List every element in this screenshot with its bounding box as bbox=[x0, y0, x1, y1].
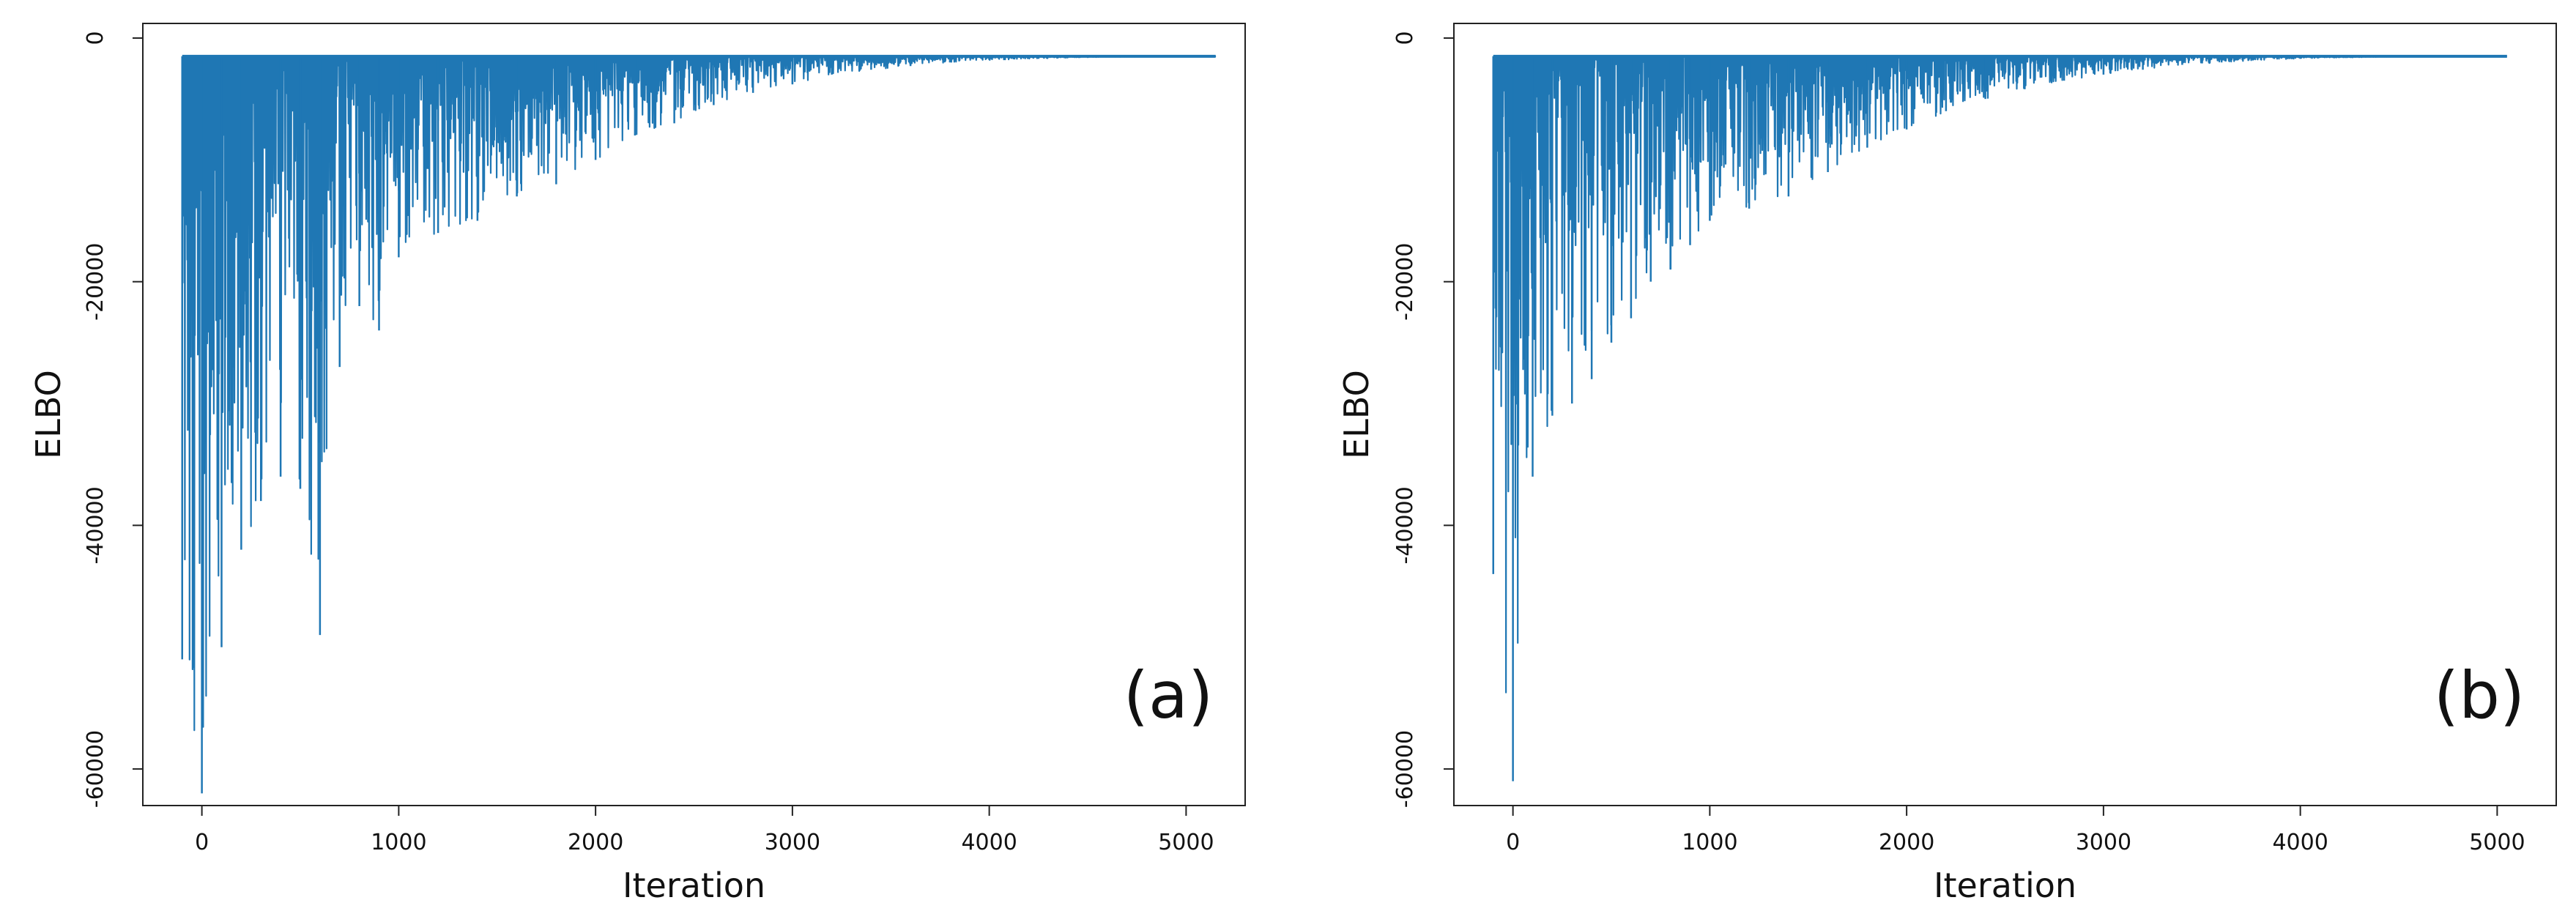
y-axis-label: ELBO bbox=[1337, 370, 1376, 459]
panel-label: (b) bbox=[2434, 658, 2525, 733]
x-tick-label: 1000 bbox=[1682, 830, 1737, 855]
x-tick-label: 4000 bbox=[2272, 830, 2328, 855]
x-tick-label: 2000 bbox=[1879, 830, 1934, 855]
plot-frame bbox=[1453, 23, 2557, 806]
x-tick-label: 3000 bbox=[765, 830, 820, 855]
y-tick-label: -40000 bbox=[83, 486, 108, 564]
y-tick-label: -20000 bbox=[83, 243, 108, 321]
x-tick-label: 0 bbox=[195, 830, 209, 855]
y-tick-label: 0 bbox=[1392, 31, 1418, 45]
y-tick-label: 0 bbox=[83, 31, 108, 45]
y-axis-label: ELBO bbox=[29, 370, 68, 459]
plot-frame bbox=[142, 23, 1246, 806]
x-tick-label: 5000 bbox=[2469, 830, 2525, 855]
y-tick-label: -20000 bbox=[1392, 243, 1418, 321]
x-tick-label: 2000 bbox=[568, 830, 623, 855]
x-tick-label: 4000 bbox=[961, 830, 1017, 855]
x-tick-label: 0 bbox=[1506, 830, 1520, 855]
y-tick-label: -60000 bbox=[1392, 730, 1418, 808]
chart-panel-b: 0 1000 2000 3000 4000 5000 0 -20000 -40000 -60000… bbox=[1337, 23, 2557, 905]
y-tick-label: -60000 bbox=[83, 730, 108, 808]
x-tick-label: 1000 bbox=[371, 830, 426, 855]
x-axis-label: Iteration bbox=[623, 866, 765, 905]
y-tick-label: -40000 bbox=[1392, 486, 1418, 564]
x-tick-label: 5000 bbox=[1158, 830, 1214, 855]
panel-label: (a) bbox=[1124, 658, 1214, 733]
x-axis-label: Iteration bbox=[1934, 866, 2076, 905]
series-line bbox=[1492, 55, 2508, 694]
chart-panel-a: 0 1000 2000 3000 4000 5000 0 -20000 -40000 -60000… bbox=[29, 23, 1246, 905]
series-line bbox=[182, 55, 1217, 732]
x-tick-label: 3000 bbox=[2076, 830, 2131, 855]
